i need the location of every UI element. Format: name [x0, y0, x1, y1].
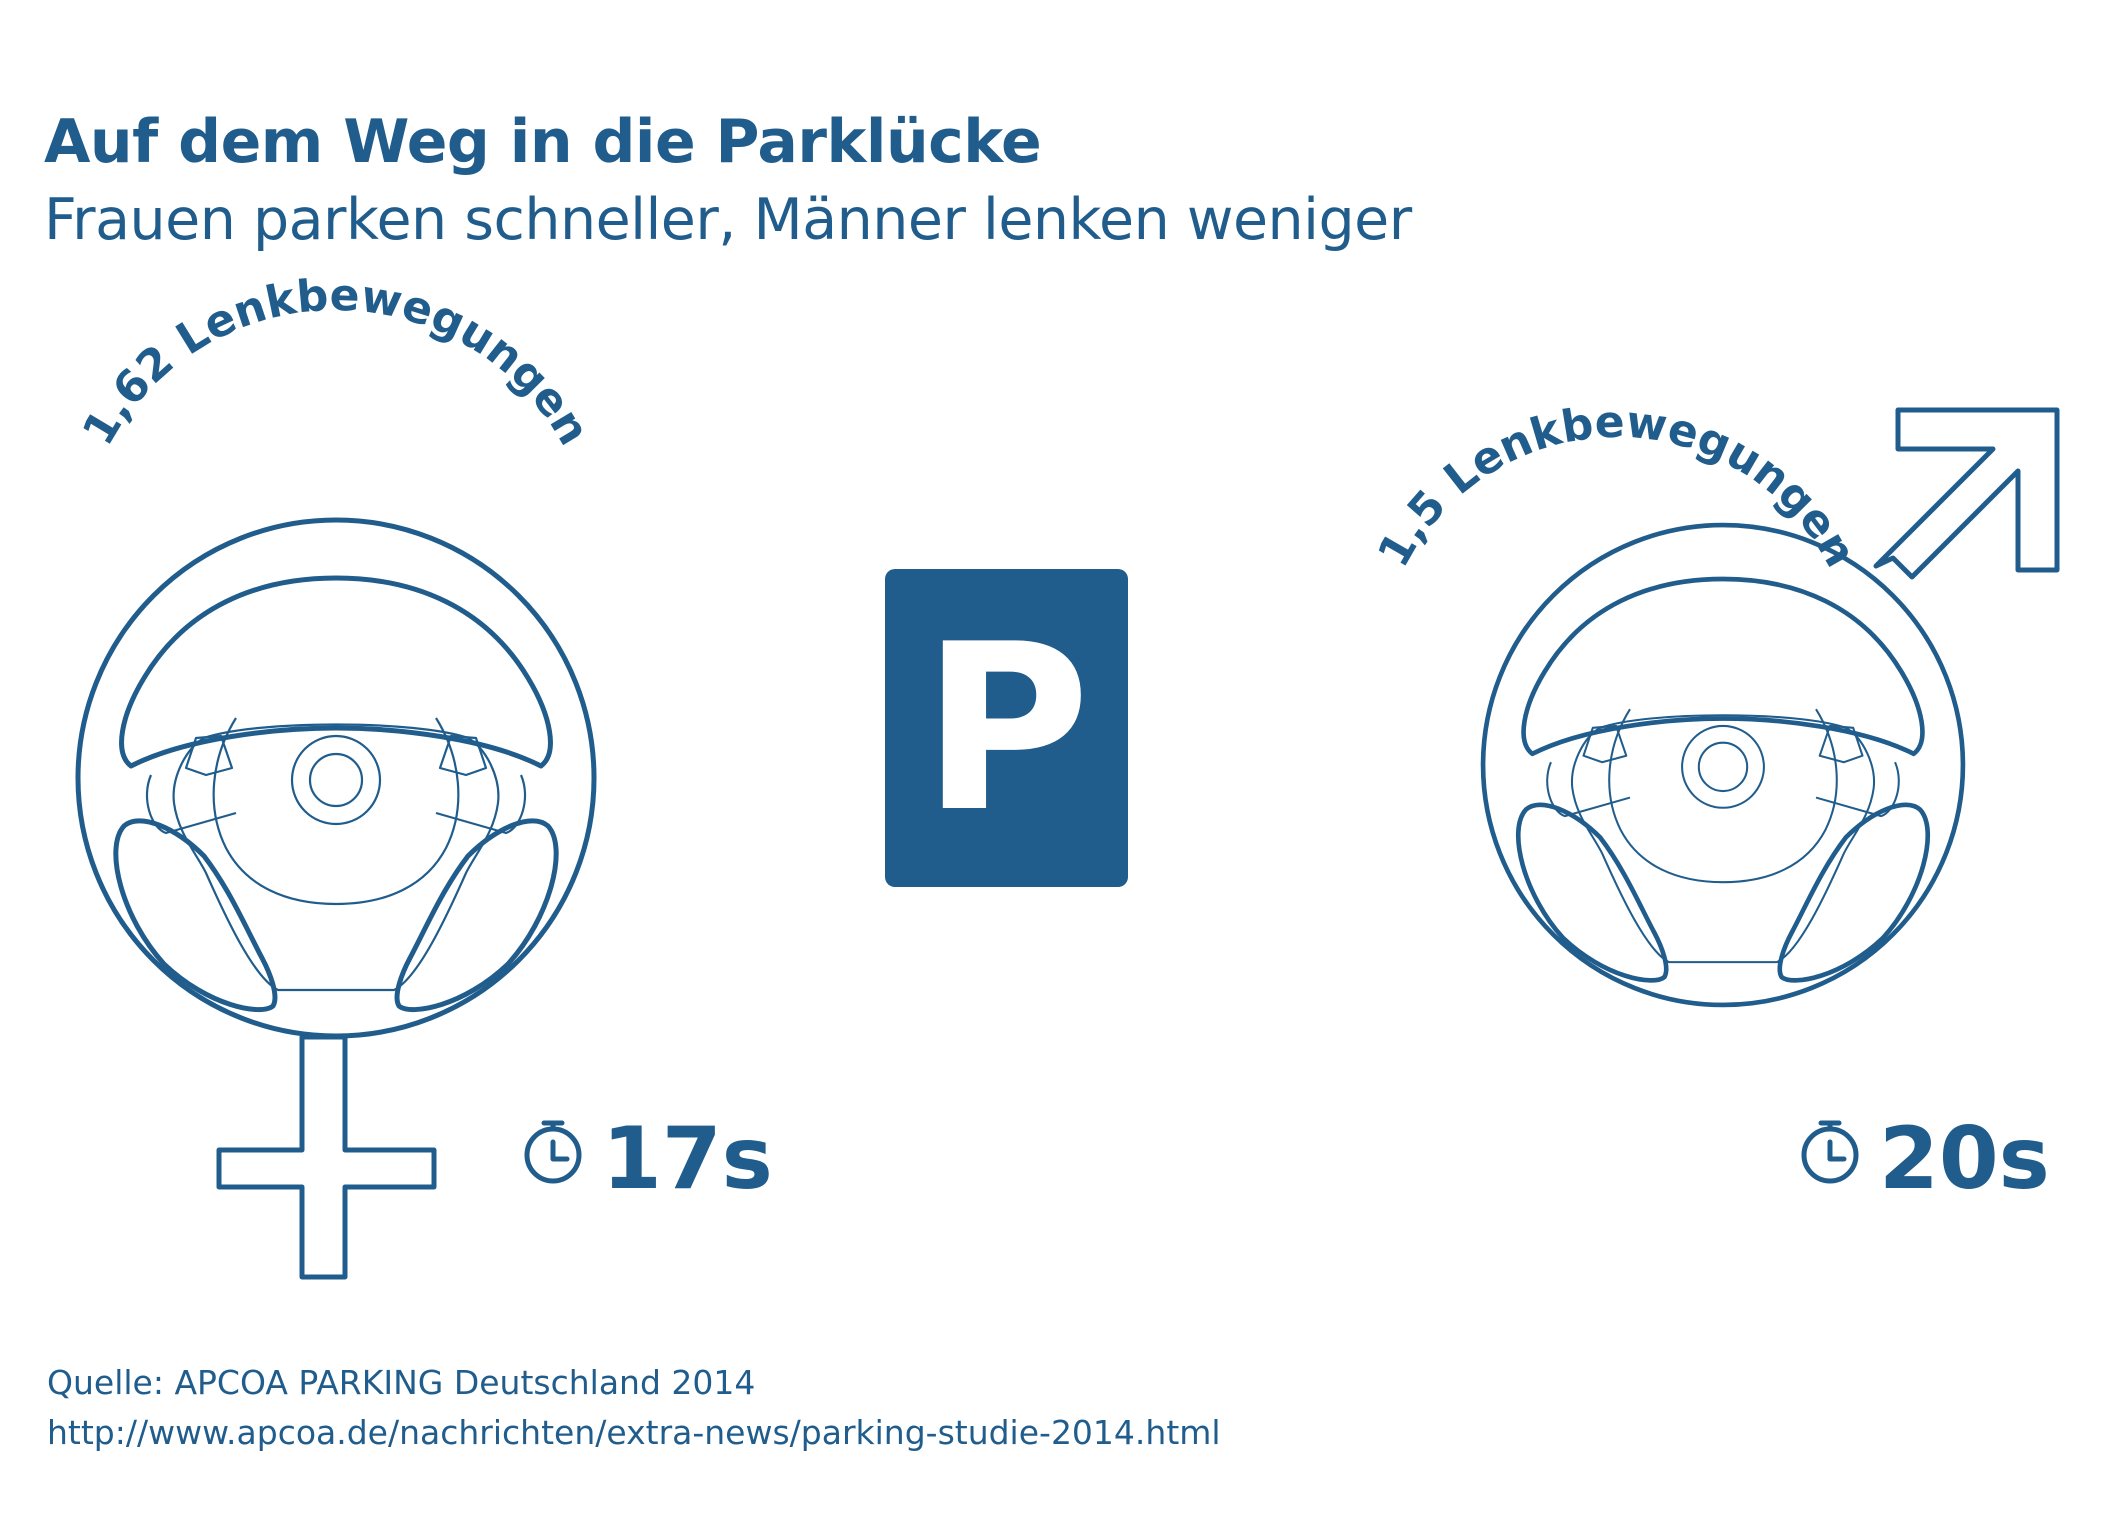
source-text: Quelle: APCOA PARKING Deutschland 2014 [47, 1363, 756, 1402]
male-time: 20s [1804, 1109, 2050, 1209]
male-stopwatch-icon [1804, 1123, 1856, 1181]
male-time-label: 20s [1879, 1109, 2050, 1209]
page-title: Auf dem Weg in die Parklücke [44, 107, 1042, 177]
female-time-label: 17s [602, 1109, 773, 1209]
female-time: 17s [527, 1109, 773, 1209]
source-url[interactable]: http://www.apcoa.de/nachrichten/extra-ne… [47, 1413, 1221, 1452]
parking-sign-letter: P [922, 596, 1091, 863]
female-steering-label: 1,62 Lenkbewegungen [73, 270, 599, 454]
source-note: Quelle: APCOA PARKING Deutschland 2014 h… [47, 1358, 1221, 1458]
female-symbol-cross [216, 1034, 437, 1280]
svg-text:1,62 Lenkbewegungen: 1,62 Lenkbewegungen [73, 270, 599, 454]
page-subtitle: Frauen parken schneller, Männer lenken w… [44, 187, 1412, 253]
male-steering-wheel [1483, 525, 1963, 1005]
female-steering-wheel [78, 520, 594, 1036]
female-stopwatch-icon [527, 1123, 579, 1181]
male-symbol-arrow [1873, 407, 2060, 580]
parking-sign-icon: P [885, 569, 1128, 887]
